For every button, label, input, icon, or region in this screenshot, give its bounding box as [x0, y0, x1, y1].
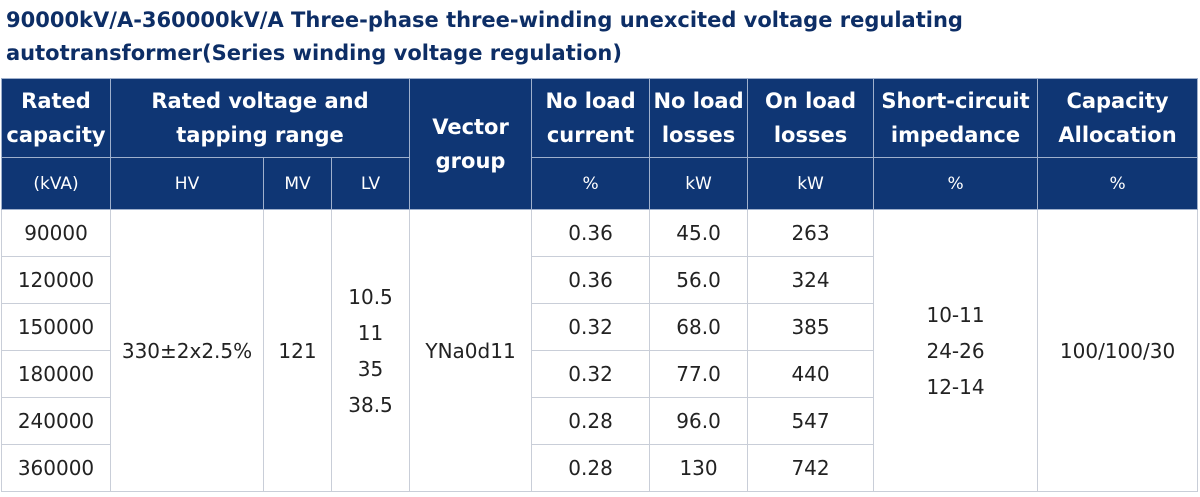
header-rated-voltage: Rated voltage and tapping range: [109, 78, 411, 158]
current-cell: 0.28: [531, 444, 651, 492]
no-load-losses-cell: 56.0: [649, 256, 749, 304]
capacity-cell: 360000: [1, 444, 111, 492]
unit-mv: MV: [263, 157, 332, 210]
table-row: 360000 0.28 130 742: [1, 444, 1198, 492]
impedance-cell: 10-11 24-26 12-14: [873, 209, 1039, 492]
page-title: 90000kV/A-360000kV/A Three-phase three-w…: [6, 4, 1186, 70]
unit-current: %: [531, 157, 651, 210]
unit-on-load-losses: kW: [747, 157, 875, 210]
capacity-cell: 150000: [1, 303, 111, 351]
current-cell: 0.28: [531, 397, 651, 445]
unit-capacity: (kVA): [1, 157, 111, 210]
on-load-losses-cell: 263: [747, 209, 875, 257]
header-no-load-current: No load current: [531, 78, 651, 158]
hv-cell: 330±2x2.5%: [110, 209, 264, 492]
on-load-losses-cell: 547: [747, 397, 875, 445]
no-load-losses-cell: 130: [649, 444, 749, 492]
on-load-losses-cell: 440: [747, 350, 875, 398]
no-load-losses-cell: 96.0: [649, 397, 749, 445]
no-load-losses-cell: 77.0: [649, 350, 749, 398]
current-cell: 0.36: [531, 209, 651, 257]
capacity-cell: 90000: [1, 209, 111, 257]
lv-cell: 10.5 11 35 38.5: [330, 209, 411, 492]
capacity-cell: 180000: [1, 350, 111, 398]
header-rated-capacity: Rated capacity: [1, 78, 111, 158]
header-capacity-allocation: Capacity Allocation: [1037, 78, 1199, 158]
capacity-cell: 240000: [1, 397, 111, 445]
no-load-losses-cell: 68.0: [649, 303, 749, 351]
current-cell: 0.32: [531, 303, 651, 351]
mv-cell: 121: [263, 209, 332, 492]
title-line-2: autotransformer(Series winding voltage r…: [6, 41, 622, 65]
unit-impedance: %: [873, 157, 1039, 210]
vector-group-cell: YNa0d11: [409, 209, 533, 492]
header-on-load-losses: On load losses: [747, 78, 875, 158]
on-load-losses-cell: 742: [747, 444, 875, 492]
table-row: 90000 330±2x2.5% 121 10.5 11 35 38.5 YNa0d1…: [1, 209, 1199, 492]
current-cell: 0.36: [531, 256, 651, 304]
title-line-1: 90000kV/A-360000kV/A Three-phase three-w…: [6, 8, 963, 32]
table-row: 240000 0.28 96.0 547: [1, 397, 1198, 445]
unit-hv: HV: [110, 157, 264, 210]
capacity-cell: 120000: [1, 256, 111, 304]
header-no-load-losses: No load losses: [649, 78, 749, 158]
no-load-losses-cell: 45.0: [649, 209, 749, 257]
unit-allocation: %: [1037, 157, 1199, 210]
spec-table: Rated capacity Rated voltage and tapping r…: [1, 78, 1199, 492]
allocation-cell: 100/100/30: [1037, 209, 1199, 492]
current-cell: 0.32: [531, 350, 651, 398]
header-vector-group: Vector group: [409, 78, 533, 210]
unit-no-load-losses: kW: [649, 157, 749, 210]
unit-lv: LV: [330, 157, 411, 210]
on-load-losses-cell: 385: [747, 303, 875, 351]
on-load-losses-cell: 324: [747, 256, 875, 304]
header-short-circuit-impedance: Short-circuit impedance: [873, 78, 1039, 158]
table-row: 180000 0.32 77.0 440: [1, 350, 1198, 398]
